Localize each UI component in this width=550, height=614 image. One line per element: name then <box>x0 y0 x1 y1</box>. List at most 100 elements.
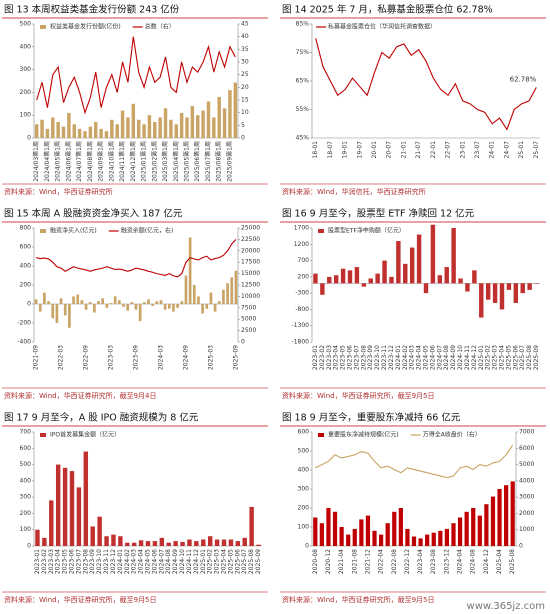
bar <box>205 304 209 309</box>
x-tick-label: 2023-12 <box>443 549 450 574</box>
bar <box>492 283 498 303</box>
x-tick-label: 22-07 <box>445 141 452 159</box>
x-tick-label: 2023-02 <box>41 549 48 574</box>
x-tick-label: 2023-03 <box>326 345 333 370</box>
x-tick-label: 2024/09第1周 <box>97 141 105 182</box>
y2-tick-label: 20 <box>241 84 249 91</box>
bar <box>142 124 146 138</box>
bar <box>206 101 211 138</box>
x-tick-label: 2022-09 <box>83 345 90 370</box>
bar <box>385 523 390 546</box>
x-tick-label: 2023-04 <box>333 345 340 370</box>
y2-tick-label: 17500 <box>241 259 260 266</box>
y-tick-label: -300 <box>295 290 309 297</box>
x-tick-label: 2023-05 <box>340 345 347 370</box>
x-tick-label: 2021-12 <box>364 549 371 574</box>
bar <box>361 283 367 287</box>
bar <box>372 530 377 546</box>
y-tick-label: 300 <box>298 486 310 493</box>
bar <box>110 119 114 138</box>
bar <box>234 270 238 304</box>
x-tick-label: 2023-04 <box>55 549 62 574</box>
legend-label: 融资余额(亿元，右) <box>121 227 174 235</box>
y2-tick-label: 35 <box>241 46 249 53</box>
bar <box>212 117 216 138</box>
bar <box>187 539 192 546</box>
bar <box>76 487 82 546</box>
bar <box>84 304 88 310</box>
y-tick-label: 400 <box>298 467 310 474</box>
y-tick-label: 200 <box>298 505 310 512</box>
y2-tick-label: 2500 <box>241 327 256 334</box>
bar <box>346 534 351 546</box>
y2-tick-label: 0 <box>241 339 245 346</box>
line <box>36 36 236 115</box>
annotation: 62.78% <box>510 75 537 83</box>
bar <box>118 536 123 546</box>
x-tick-label: 25-01 <box>518 141 525 159</box>
y-tick-label: 500 <box>20 21 32 28</box>
x-tick-label: 2024-01 <box>117 549 124 574</box>
bar <box>134 304 138 310</box>
x-tick-label: 2024-10 <box>457 345 464 370</box>
x-tick-label: 2024/04第1周 <box>43 141 51 182</box>
bar <box>47 301 50 304</box>
bar <box>319 523 324 546</box>
bar <box>437 275 443 284</box>
bar <box>163 304 167 310</box>
x-tick-label: 20-07 <box>386 141 393 159</box>
y2-tick-label: 15000 <box>241 270 260 277</box>
bar <box>55 304 59 323</box>
bar <box>55 464 61 546</box>
x-tick-label: 2024-08 <box>165 549 172 574</box>
x-tick-label: 2023-01 <box>34 549 41 574</box>
x-tick-label: 2025-05 <box>505 345 512 370</box>
bar <box>51 304 55 319</box>
x-tick-label: 2025-09 <box>232 345 239 370</box>
bar <box>339 527 344 546</box>
bar <box>221 539 227 546</box>
watermark: www.365jz.com <box>467 601 545 612</box>
bar <box>438 530 443 546</box>
bar <box>159 300 163 304</box>
y2-tick-label: 7500 <box>241 304 256 311</box>
bar <box>233 82 238 138</box>
x-tick-label: 2022-08 <box>391 549 398 574</box>
x-tick-label: 21-01 <box>400 141 407 159</box>
x-tick-label: 2023-03 <box>48 549 55 574</box>
bar <box>326 508 331 546</box>
bar <box>173 541 178 546</box>
bar <box>389 276 394 284</box>
bar <box>38 304 42 312</box>
bar <box>120 110 125 138</box>
bar <box>458 278 463 284</box>
bar <box>471 508 476 546</box>
y-tick-label: -400 <box>17 339 31 346</box>
bar <box>130 302 134 304</box>
x-tick-label: 2022-04 <box>378 549 385 574</box>
bar <box>83 131 87 138</box>
bar <box>136 119 141 138</box>
x-tick-label: 2025-04 <box>499 345 506 370</box>
x-tick-label: 2024-06 <box>429 345 436 370</box>
x-tick-label: 2025-06 <box>512 345 519 370</box>
bar <box>352 528 357 546</box>
x-tick-label: 2023-10 <box>96 549 103 574</box>
bar <box>169 119 173 138</box>
x-tick-label: 2025-03 <box>207 345 214 370</box>
bar <box>104 131 109 138</box>
bar <box>197 296 200 304</box>
bar <box>375 273 380 284</box>
bar <box>176 304 179 308</box>
x-tick-label: 2024-12 <box>471 345 478 370</box>
bar <box>451 523 456 546</box>
y-tick-label: 600 <box>20 445 32 452</box>
bar <box>398 508 403 546</box>
y-tick-label: 0 <box>27 543 31 550</box>
legend-label: 私募基金股票仓位（华润信托调查数据） <box>328 23 436 31</box>
bar <box>83 451 89 546</box>
x-tick-label: 21-07 <box>415 141 422 159</box>
bar <box>222 108 227 138</box>
x-tick-label: 2020-08 <box>312 549 319 574</box>
